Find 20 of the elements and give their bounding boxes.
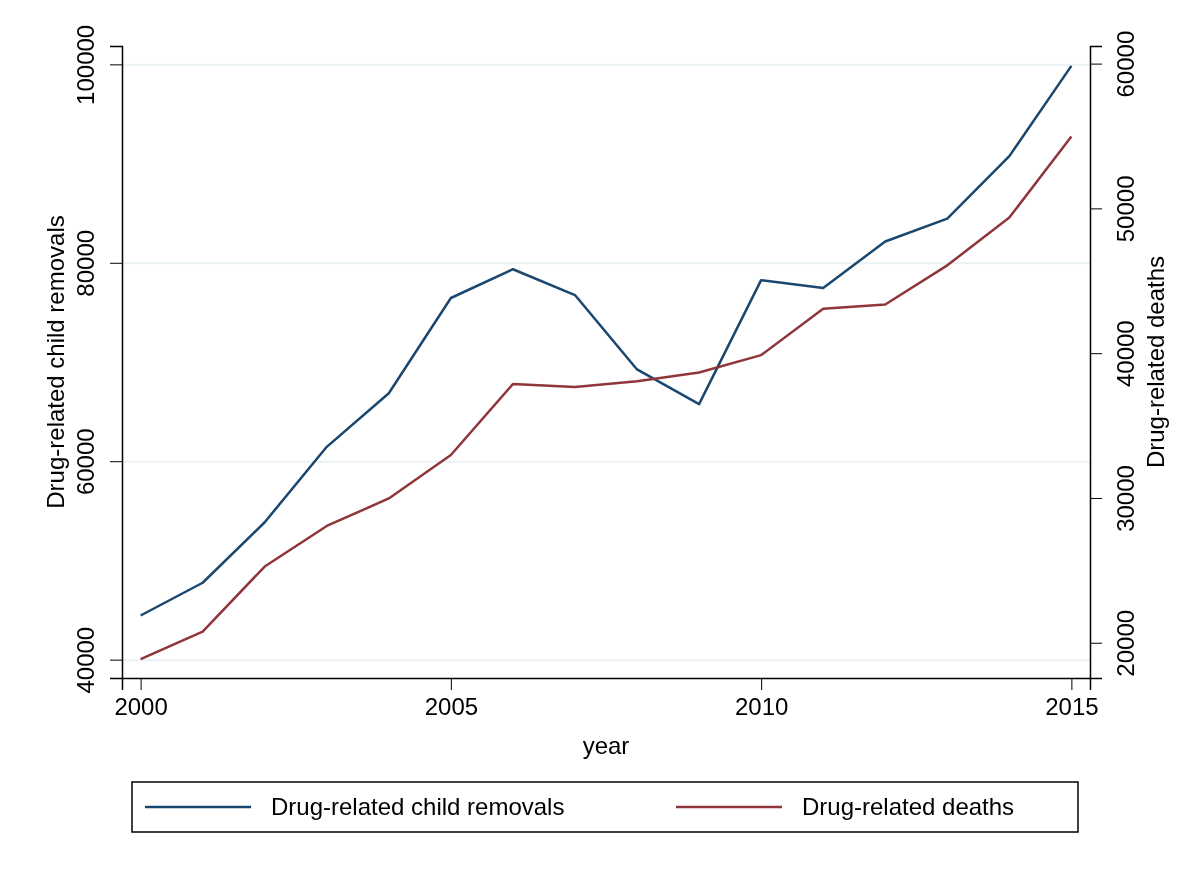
x-tick-label: 2000 [114, 692, 168, 720]
y2-tick-label: 40000 [1112, 320, 1140, 388]
y-tick-label: 80000 [72, 229, 99, 297]
y-tick-label: 100000 [72, 24, 99, 105]
y-tick-label: 40000 [72, 626, 99, 694]
x-tick-label: 2005 [424, 692, 479, 720]
y2-axis-title: Drug-related deaths [1142, 255, 1169, 469]
x-axis-title: year [582, 732, 630, 759]
y-tick-label: 60000 [72, 428, 99, 496]
legend-label: Drug-related deaths [802, 793, 1015, 821]
line-series [139, 64, 1073, 617]
y2-tick-label: 50000 [1112, 175, 1140, 243]
y2-tick-label: 60000 [1112, 30, 1140, 98]
y2-tick-label: 30000 [1112, 465, 1140, 532]
x-tick-label: 2015 [1045, 692, 1099, 720]
x-tick-label: 2010 [734, 692, 789, 720]
y2-tick-label: 20000 [1112, 609, 1140, 677]
line-series [139, 135, 1073, 661]
y-axis-title: Drug-related child removals [42, 215, 69, 509]
legend-label: Drug-related child removals [271, 793, 565, 821]
